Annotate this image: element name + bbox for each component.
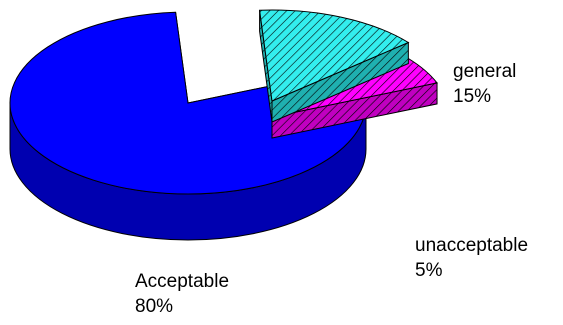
slice-acceptable-top [9,11,367,195]
slice-label-acceptable-name: Acceptable [135,271,230,292]
slice-general-top [259,9,410,102]
slice-general [259,9,410,123]
slice-label-general: general 15% [453,59,516,109]
slice-label-acceptable: Acceptable 80% [135,269,229,319]
slice-label-acceptable-value: 80% [135,296,174,317]
slice-label-unacceptable-value: 5% [415,260,443,281]
slice-label-unacceptable: unacceptable 5% [415,233,528,283]
slice-label-general-value: 15% [453,86,492,107]
slice-label-unacceptable-name: unacceptable [415,235,529,256]
slice-label-general-name: general [453,61,517,82]
